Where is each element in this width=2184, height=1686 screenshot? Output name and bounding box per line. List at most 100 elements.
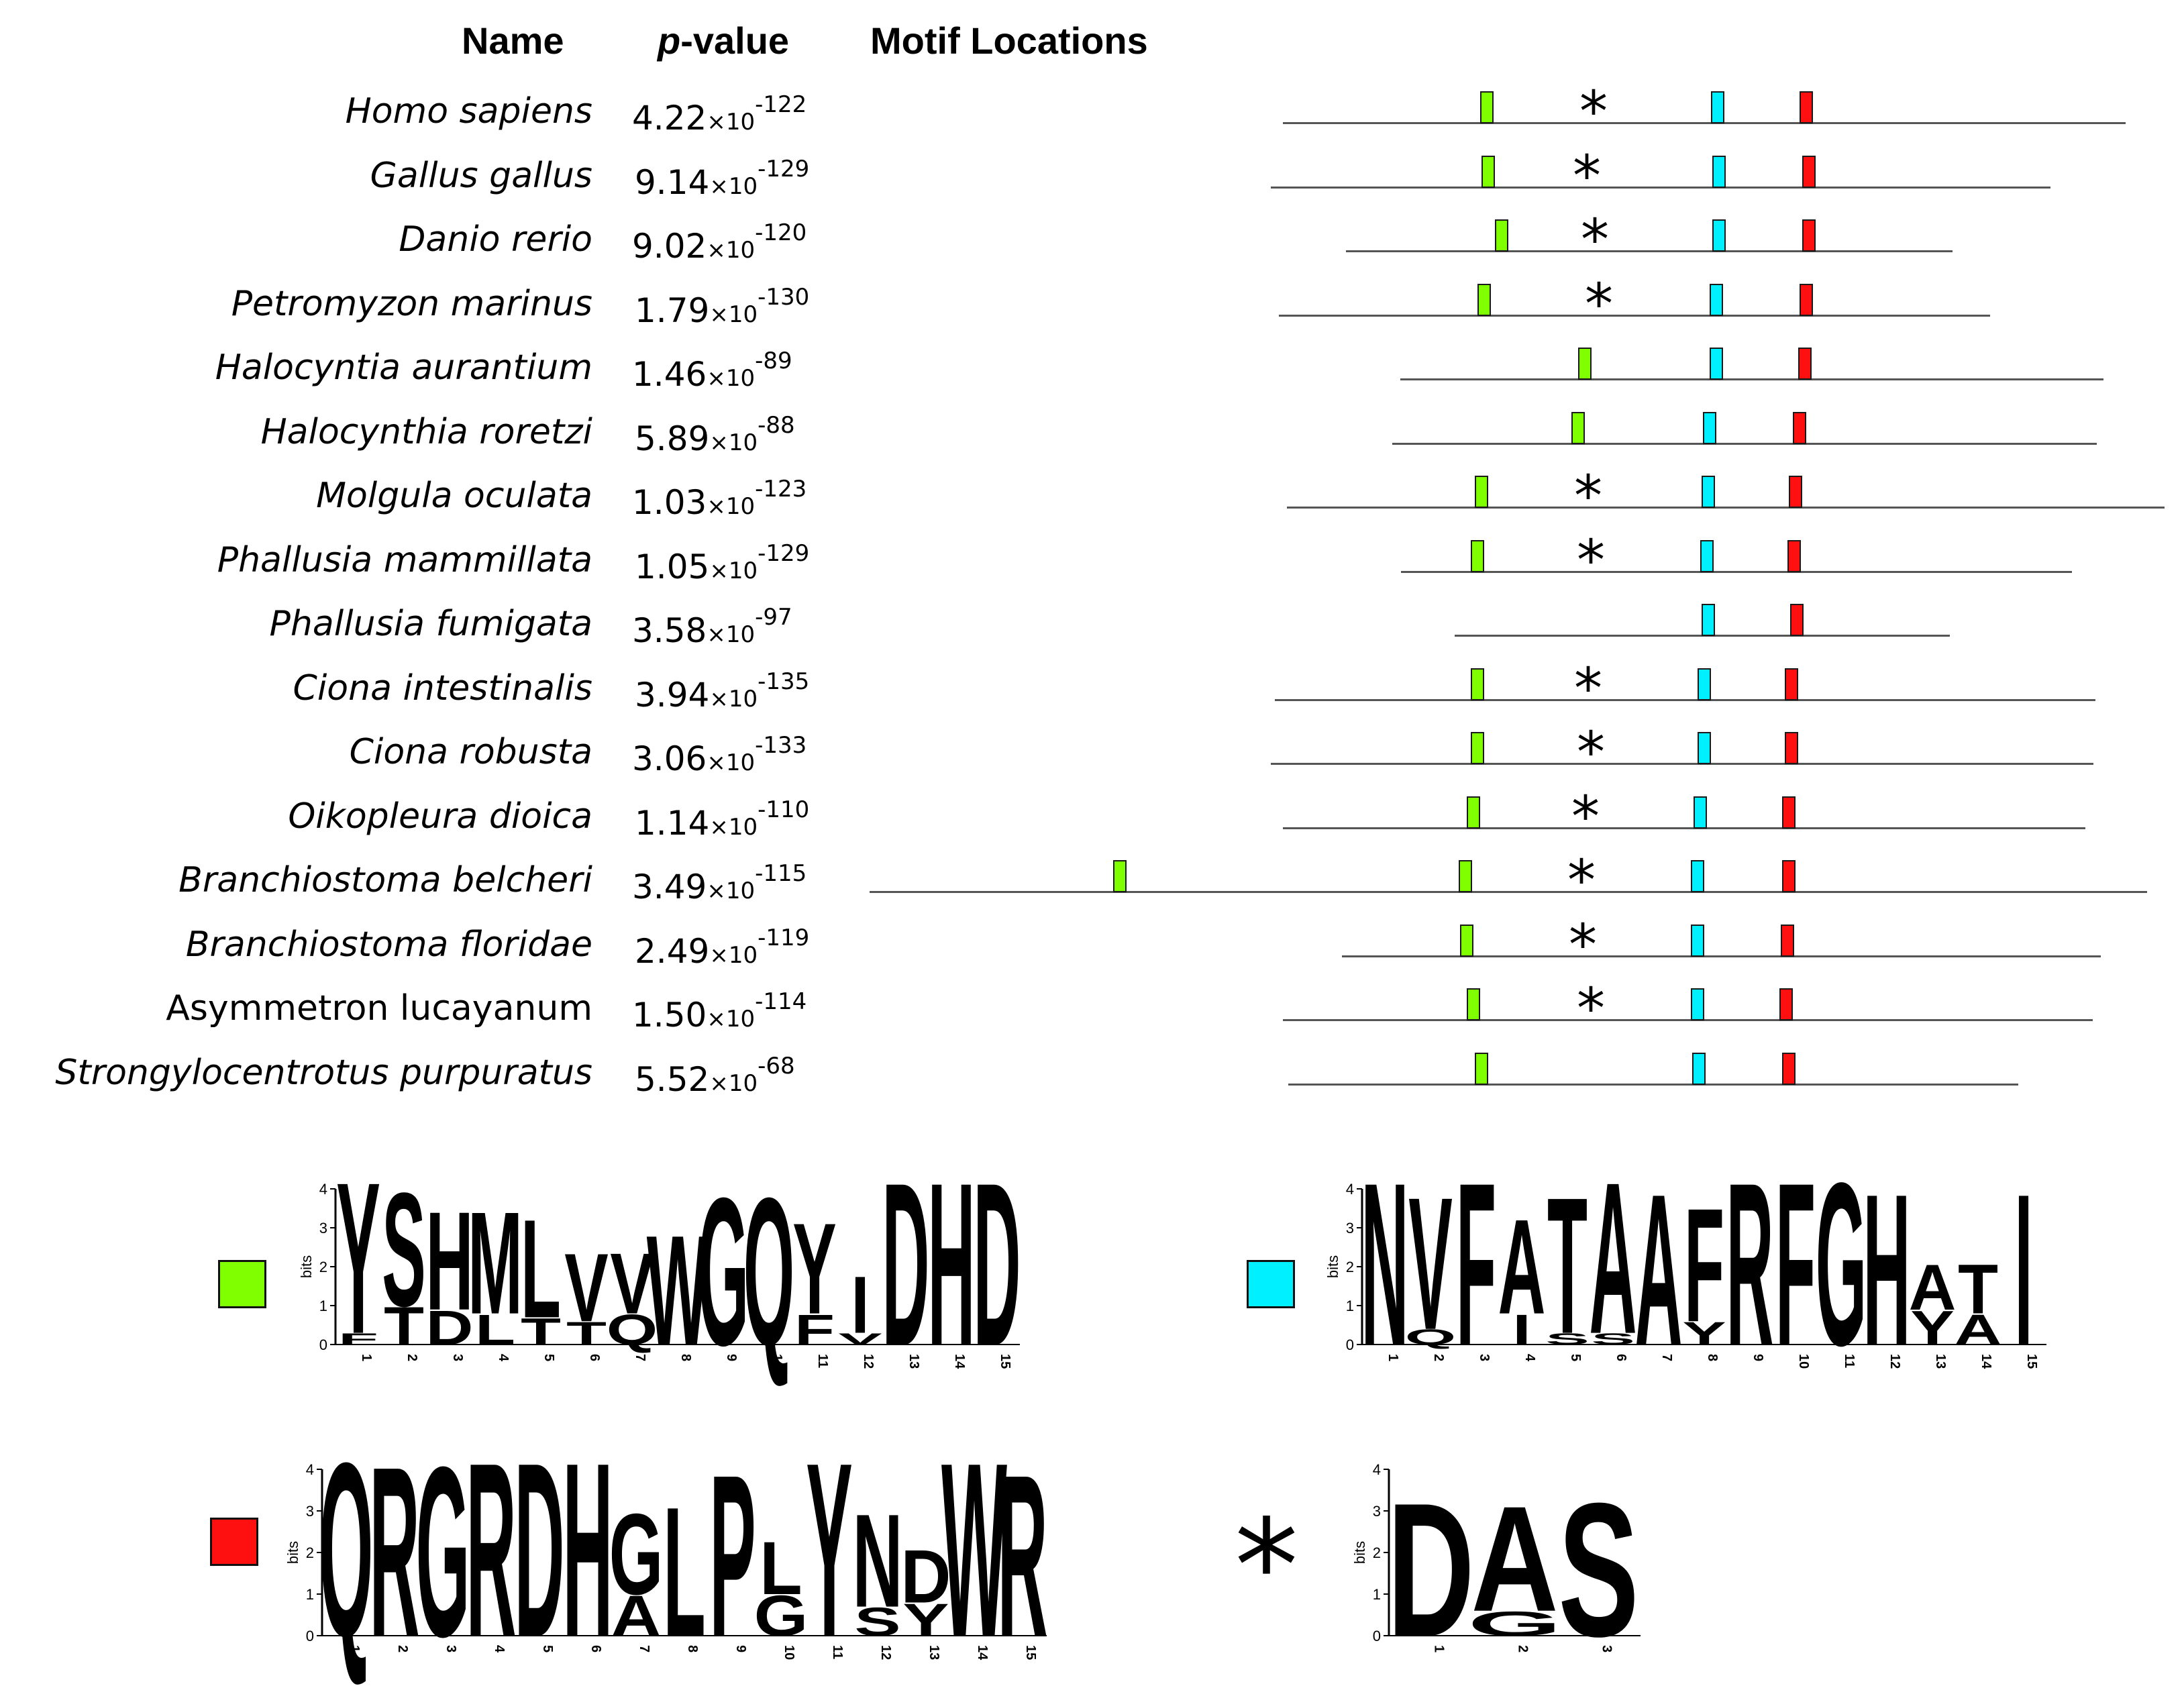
p-value-base: 1.50: [632, 996, 707, 1035]
p-value-base: 1.03: [632, 483, 707, 522]
motif-green: [1471, 539, 1484, 572]
logo-y-tick-label: 2: [1373, 1544, 1381, 1561]
motif-green: [1471, 668, 1484, 700]
logo-position-label: 8: [685, 1645, 700, 1652]
logo-letter: V: [838, 1330, 882, 1348]
logo-letter: Q: [319, 1411, 374, 1686]
logo-y-tick-label: 3: [1346, 1220, 1354, 1236]
motif-green: [1467, 796, 1480, 829]
p-value-base: 3.49: [632, 867, 707, 906]
logo-letter: A: [1955, 1306, 2002, 1354]
motif-star: *: [1574, 655, 1602, 721]
logo-letter: Y: [1682, 1316, 1726, 1352]
motif-red: [1790, 604, 1804, 636]
p-value-exponent: -123: [755, 476, 807, 503]
p-value-exponent: -89: [755, 348, 792, 374]
logo-position-label: 14: [975, 1645, 990, 1661]
header-name: Name: [462, 19, 564, 62]
motif-cyan: [1710, 348, 1723, 380]
logo-letter: G: [416, 1417, 470, 1686]
logo-y-tick-label: 4: [1373, 1461, 1381, 1478]
logo-position-label: 13: [906, 1354, 921, 1369]
p-value: 1.14×10-110: [635, 796, 809, 843]
motif-red: [1782, 796, 1796, 829]
logo-y-tick-label: 1: [1346, 1298, 1354, 1314]
logo-position-label: 3: [1600, 1645, 1614, 1652]
logo-position-label: 9: [733, 1645, 748, 1652]
logo-position-label: 3: [450, 1354, 465, 1361]
logo-y-tick-label: 0: [319, 1336, 327, 1353]
logo-letter: N: [1361, 1135, 1409, 1393]
p-value-exponent: -114: [755, 988, 807, 1015]
logo-letter: D: [882, 1135, 930, 1393]
motif-green: [1460, 924, 1473, 957]
species-row: Ciona robusta 3.06×10-133 *: [0, 720, 2184, 787]
motif-red: [1800, 91, 1813, 123]
logo-letter: S: [1545, 1330, 1589, 1348]
species-row: Petromyzon marinus 1.79×10-130 *: [0, 272, 2184, 339]
species-name: Homo sapiens: [345, 91, 592, 131]
legend-red-swatch: [210, 1518, 258, 1566]
logo-letter: D: [426, 1301, 474, 1355]
motif-green: [1459, 860, 1472, 892]
logo-position-label: 1: [1432, 1645, 1447, 1652]
logo-letter: S: [1558, 1464, 1639, 1677]
motif-red: [1782, 1052, 1796, 1085]
logo-letter: S: [382, 1159, 425, 1340]
logo-position-label: 1: [1386, 1354, 1400, 1361]
motif-cyan: [1712, 219, 1726, 252]
logo-letter: D: [901, 1534, 951, 1618]
logo-letter: T: [566, 1316, 607, 1352]
logo-letter: Y: [792, 1197, 836, 1342]
motif-green: [1477, 283, 1491, 316]
species-row: Danio rerio 9.02×10-120 *: [0, 207, 2184, 274]
logo-letter: Y: [336, 1138, 380, 1379]
p-value-times: ×10: [707, 749, 756, 776]
logo-letter: R: [998, 1427, 1048, 1685]
logo-position-label: 2: [405, 1354, 419, 1361]
logo-letter: G: [754, 1584, 809, 1648]
logo-letter: G: [609, 1490, 664, 1620]
sequence-line: [1275, 698, 2095, 701]
motif-red: [1785, 732, 1798, 764]
species-row: Halocynthia roretzi 5.89×10-88: [0, 400, 2184, 467]
species-name: Gallus gallus: [370, 155, 592, 196]
motif-cyan: [1691, 924, 1704, 957]
p-value: 3.94×10-135: [635, 668, 809, 715]
p-value-exponent: -129: [758, 155, 810, 182]
logo-position-label: 9: [724, 1354, 739, 1361]
sequence-line: [1271, 763, 2093, 765]
logo-position-label: 6: [587, 1354, 602, 1361]
motif-red: [1789, 476, 1802, 508]
logo-position-label: 9: [1751, 1354, 1765, 1361]
p-value-times: ×10: [707, 109, 756, 136]
logo-position-label: 7: [633, 1354, 647, 1361]
logo-position-label: 10: [782, 1645, 796, 1660]
logo-letter: L: [663, 1470, 705, 1676]
species-row: Phallusia mammillata 1.05×10-129 *: [0, 528, 2184, 595]
motif-green: [1467, 988, 1480, 1020]
logo-letter: A: [1471, 1475, 1558, 1643]
logo-position-label: 13: [927, 1645, 941, 1660]
logo-position-label: 1: [359, 1354, 374, 1361]
p-value-times: ×10: [709, 941, 758, 969]
logo-position-label: 8: [1705, 1354, 1720, 1361]
logo-position-label: 12: [1887, 1354, 1902, 1369]
legend-green-swatch: [218, 1260, 266, 1308]
motif-cyan: [1711, 91, 1724, 123]
p-value-exponent: -120: [755, 219, 807, 246]
logo-letter: Q: [607, 1306, 658, 1354]
p-value-times: ×10: [707, 493, 756, 520]
p-value: 1.05×10-129: [635, 540, 809, 586]
species-name: Petromyzon marinus: [231, 283, 592, 324]
species-name: Halocynthia roretzi: [260, 411, 592, 452]
p-value-exponent: -119: [758, 924, 810, 951]
p-value-exponent: -129: [758, 539, 810, 567]
p-value-base: 5.89: [635, 419, 710, 458]
logo-y-tick-label: 0: [1373, 1628, 1381, 1644]
sequence-line: [1279, 314, 1990, 317]
logo-letter: H: [1863, 1149, 1911, 1391]
motif-cyan: [1700, 539, 1714, 572]
p-value-base: 3.94: [635, 675, 710, 715]
